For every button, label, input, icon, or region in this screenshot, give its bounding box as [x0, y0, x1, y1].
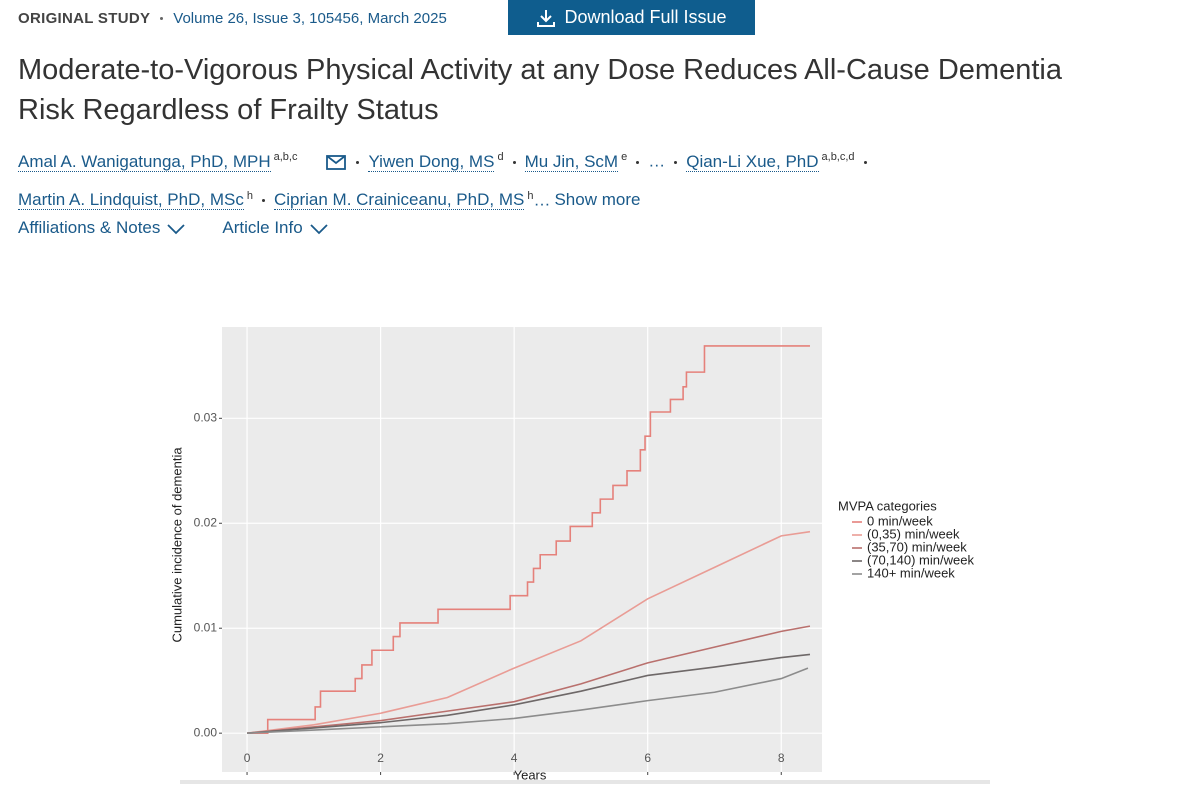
author-name[interactable]: Qian-Li Xue, PhD [686, 151, 819, 172]
y-axis-label: Cumulative incidence of dementia [169, 447, 184, 643]
separator [512, 160, 516, 164]
series-line [246, 653, 811, 734]
ellipsis: … [648, 151, 666, 171]
chevron [310, 223, 328, 234]
y-tick-label: 0.03 [194, 410, 218, 424]
x-tick-label: 2 [377, 751, 384, 765]
y-tick-label: 0.02 [194, 515, 218, 529]
link-label: Article Info [222, 218, 303, 237]
figure-shadow [180, 780, 990, 784]
affiliations-toggle[interactable]: Affiliations & Notes [18, 218, 186, 238]
download-icon [537, 9, 556, 27]
separator [863, 160, 867, 164]
link-label: Affiliations & Notes [18, 218, 161, 237]
separator [636, 160, 640, 164]
ellipsis: … [533, 190, 551, 210]
plot-panel [222, 327, 822, 772]
author-name[interactable]: Ciprian M. Crainiceanu, PhD, MS [273, 190, 525, 211]
show-more[interactable]: Show more [554, 190, 641, 210]
author-icons[interactable] [303, 153, 347, 171]
author-affiliation: a,b,c [273, 151, 298, 163]
title-line: Moderate-to-Vigorous Physical Activity a… [18, 54, 1062, 86]
legend-label: 0 min/week [867, 513, 933, 528]
article-info-toggle[interactable]: Article Info [222, 218, 328, 238]
download-button[interactable]: Download Full Issue [508, 0, 755, 35]
x-axis-label: Years [514, 767, 547, 782]
x-tick-label: 4 [511, 751, 518, 765]
article-type: ORIGINAL STUDY [18, 9, 151, 27]
info-links: Affiliations & Notes Article Info [18, 218, 329, 238]
download-label: Download Full Issue [564, 7, 727, 27]
separator [356, 160, 360, 164]
separator [261, 199, 265, 203]
author-list: Amal A. Wanigatunga, PhD, MPH a,b,c Yiwen … [18, 140, 1188, 217]
separator [160, 16, 164, 20]
legend-label: (70,140) min/week [867, 552, 974, 567]
x-tick-label: 6 [644, 751, 651, 765]
legend-label: (35,70) min/week [867, 539, 967, 554]
series-line [247, 667, 809, 734]
citation[interactable]: Volume 26, Issue 3, 105456, March 2025 [173, 9, 447, 27]
legend-label: 140+ min/week [867, 565, 955, 580]
author-affiliation: a,b,c,d [821, 151, 855, 163]
separator [674, 160, 678, 164]
legend-label: (0,35) min/week [867, 526, 960, 541]
x-tick-label: 8 [778, 751, 785, 765]
author-name[interactable]: Yiwen Dong, MS [368, 151, 495, 172]
series-line [246, 625, 811, 734]
author-affiliation: e [621, 151, 628, 163]
author-affiliation: h [246, 189, 253, 202]
y-tick-label: 0.01 [194, 620, 218, 634]
title-line: Risk Regardless of Frailty Status [18, 94, 439, 126]
legend-title: MVPA categories [838, 498, 937, 513]
article-title: Moderate-to-Vigorous Physical Activity a… [18, 50, 1062, 130]
series-line [247, 345, 810, 734]
y-tick-label: 0.00 [194, 725, 218, 739]
author-affiliation: d [497, 151, 504, 163]
author-name[interactable]: Mu Jin, ScM [524, 151, 619, 172]
series-line [246, 530, 811, 734]
chevron [167, 223, 186, 234]
author-name[interactable]: Amal A. Wanigatunga, PhD, MPH [18, 151, 271, 172]
author-affiliation: h [527, 189, 534, 202]
author-name[interactable]: Martin A. Lindquist, PhD, MSc [18, 190, 244, 211]
article-meta: ORIGINAL STUDY Volume 26, Issue 3, 10545… [18, 0, 447, 36]
x-tick-label: 0 [244, 751, 251, 765]
